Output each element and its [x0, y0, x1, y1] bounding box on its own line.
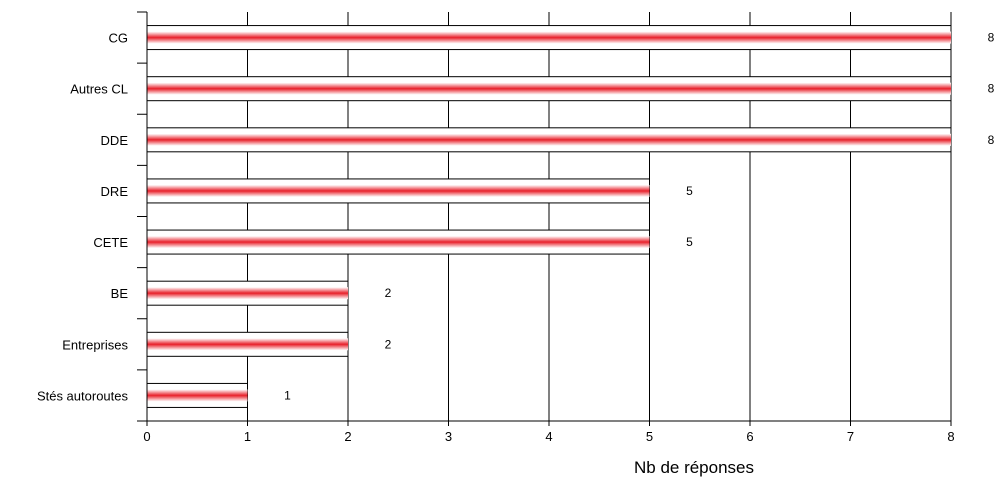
category-label-3: DRE	[101, 184, 129, 199]
bars	[146, 25, 952, 408]
x-axis-title: Nb de réponses	[634, 458, 754, 477]
x-tick-label-1: 1	[244, 429, 251, 444]
bar-stripe-3	[147, 184, 650, 197]
data-label-7: 1	[284, 388, 291, 402]
x-tick-label-6: 6	[746, 429, 753, 444]
bar-stripe-5	[147, 287, 348, 300]
x-tick-label-3: 3	[445, 429, 452, 444]
category-label-6: Entreprises	[62, 337, 128, 352]
data-label-4: 5	[686, 235, 693, 249]
x-tick-label-7: 7	[847, 429, 854, 444]
bar-stripe-1	[147, 82, 951, 95]
labels: 8 8 8 5 5 2 2 1 CG Autres CL DDE DRE CETE BE Entrepris…	[37, 31, 995, 444]
category-label-2: DDE	[101, 133, 129, 148]
category-label-0: CG	[109, 31, 129, 46]
bar-stripe-7	[147, 389, 248, 402]
bar-stripe-2	[147, 133, 951, 146]
category-label-7: Stés autoroutes	[37, 388, 129, 403]
data-label-1: 8	[988, 82, 995, 96]
category-label-4: CETE	[93, 235, 128, 250]
x-tick-label-5: 5	[646, 429, 653, 444]
bar-stripe-6	[147, 338, 348, 351]
data-label-3: 5	[686, 184, 693, 198]
x-tick-label-2: 2	[344, 429, 351, 444]
x-tick-label-8: 8	[947, 429, 954, 444]
data-label-6: 2	[385, 337, 392, 351]
gridlines	[247, 12, 952, 421]
bar-stripe-0	[147, 31, 951, 44]
bar-stripe-4	[147, 236, 650, 249]
category-label-5: BE	[111, 286, 129, 301]
x-tick-label-0: 0	[143, 429, 150, 444]
data-label-2: 8	[988, 133, 995, 147]
data-label-0: 8	[988, 31, 995, 45]
data-label-5: 2	[385, 286, 392, 300]
category-label-1: Autres CL	[70, 82, 128, 97]
x-tick-label-4: 4	[545, 429, 552, 444]
axes	[137, 11, 952, 426]
